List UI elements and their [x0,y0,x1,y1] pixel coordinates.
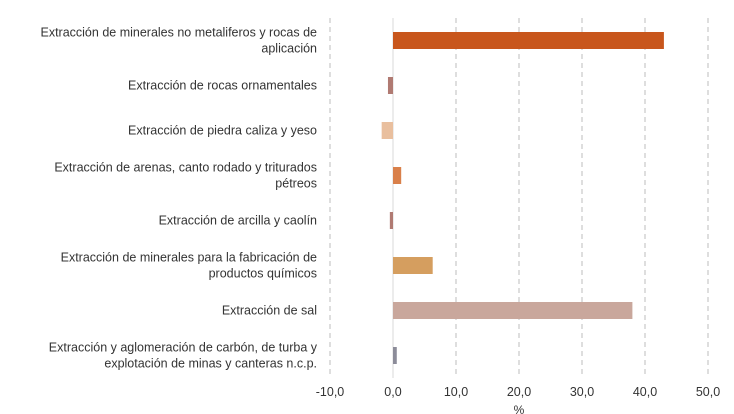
category-label-line: Extracción de minerales no metaliferos y… [40,26,317,40]
x-tick-labels: -10,0 0,0 10,0 20,0 30,0 40,0 50,0 [316,385,720,399]
x-tick-label: 40,0 [633,385,657,399]
bar [393,167,402,184]
bar [389,212,393,229]
category-label: Extracción de minerales no metaliferos y… [40,26,317,56]
x-tick-label: 0,0 [384,385,401,399]
category-label-line: aplicación [261,42,317,56]
category-label-line: Extracción de rocas ornamentales [128,79,317,93]
bar [393,347,397,364]
bar [393,257,433,274]
category-label-line: Extracción de arenas, canto rodado y tri… [54,161,317,175]
x-tick-label: 10,0 [444,385,468,399]
x-tick-label: -10,0 [316,385,345,399]
x-tick-label: 20,0 [507,385,531,399]
bar [393,32,664,49]
category-label-line: Extracción y aglomeración de carbón, de … [49,341,318,355]
bar [381,122,393,139]
category-label: Extracción y aglomeración de carbón, de … [49,341,318,371]
category-label: Extracción de arenas, canto rodado y tri… [54,161,317,191]
category-label-line: Extracción de minerales para la fabricac… [61,251,317,265]
bar [387,77,393,94]
x-tick-label: 50,0 [696,385,720,399]
category-label-line: productos químicos [209,267,317,281]
x-tick-label: 30,0 [570,385,594,399]
category-label-line: explotación de minas y canteras n.c.p. [104,357,317,371]
category-label-line: Extracción de piedra caliza y yeso [128,124,317,138]
category-label: Extracción de arcilla y caolín [159,214,317,228]
x-axis-label: % [514,403,525,414]
bars [381,32,664,364]
category-label: Extracción de minerales para la fabricac… [61,251,317,281]
category-label: Extracción de sal [222,304,317,318]
gridlines [329,18,709,378]
category-labels: Extracción de minerales no metaliferos y… [40,26,317,371]
category-label-line: Extracción de sal [222,304,317,318]
category-label: Extracción de rocas ornamentales [128,79,317,93]
bar [393,302,633,319]
category-label-line: Extracción de arcilla y caolín [159,214,317,228]
category-label: Extracción de piedra caliza y yeso [128,124,317,138]
category-label-line: pétreos [275,177,317,191]
